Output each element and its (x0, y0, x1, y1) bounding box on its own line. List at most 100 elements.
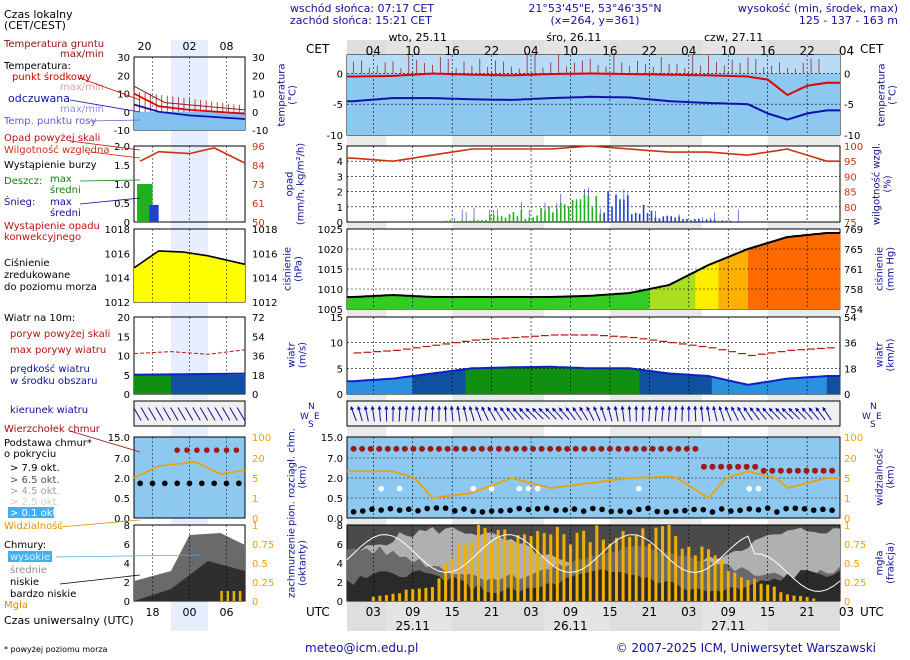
wind-arrow-group (640, 405, 645, 422)
wind-arrow-group (743, 406, 753, 421)
small-cloud-base (236, 480, 242, 487)
wind-arrow-group (756, 407, 767, 420)
pressure-fill (774, 241, 778, 309)
fog-bar (634, 535, 638, 601)
precip-bar (500, 216, 503, 222)
small-bottom-tick: 00 (183, 606, 197, 619)
small-top-tick: 08 (220, 40, 234, 53)
precip-bar (627, 195, 629, 222)
wind-arrowhead (788, 407, 793, 413)
cloud-base-dot-light (396, 485, 403, 492)
wind-arrow-group (680, 405, 685, 422)
cloud-top-dot (752, 463, 759, 470)
wind-fill (718, 378, 723, 394)
wind-fill (435, 373, 440, 394)
wind-fill (787, 378, 792, 394)
wind-arrow-group (667, 405, 672, 422)
wind-fill (596, 368, 601, 394)
wind-fill (425, 374, 430, 394)
small-fog-bar (226, 591, 229, 601)
wind-fill (376, 379, 381, 394)
cloud-base-dot (571, 506, 578, 512)
small-wind-arrow-group (236, 407, 246, 421)
wind-fill (728, 380, 732, 394)
small-wind-tick-left: 0 (124, 390, 130, 401)
fog-bar (457, 542, 461, 601)
cloud-base-dot (498, 508, 504, 514)
precip-bar (717, 221, 720, 222)
cloud-top-dot (453, 445, 460, 452)
wind-fill (439, 372, 443, 394)
pressure-tick-right: 769 (844, 225, 863, 236)
pressure-fill (570, 296, 575, 309)
wind-fill (609, 368, 614, 394)
small-precip-tick-left: 0 (124, 218, 130, 229)
wind-fill (416, 375, 420, 394)
cloud-base-dot (746, 506, 753, 512)
cloud-top-dot (718, 463, 725, 470)
legend-feels-like: odczuwana (8, 92, 70, 105)
wind-arrowhead (519, 407, 524, 412)
wind-speed-line (347, 365, 840, 386)
small-top-tick: 20 (138, 40, 152, 53)
wind-arrow-group (712, 405, 718, 422)
fog-bar (378, 595, 382, 601)
small-wind-arrow (133, 407, 142, 421)
wind-arrow-group (500, 407, 510, 421)
wind-fill (747, 384, 752, 394)
wind-fill (580, 367, 585, 394)
pressure-fill (353, 297, 358, 309)
cloud-base-dot (553, 507, 559, 513)
cloud-tick-left: 2.0 (327, 474, 343, 485)
pressure-fill (488, 297, 493, 309)
wind-tick-right: 36 (844, 339, 857, 350)
cloud-base-dot (654, 508, 661, 515)
precip-axis-title-left: opad(mm/h, kg/m²/h) (285, 143, 307, 225)
wind-fill (836, 376, 841, 394)
pressure-fill (386, 295, 391, 309)
sunrise-text: wschód słońca: 07:17 CET (290, 2, 434, 15)
wind-fill (701, 375, 706, 394)
small-wind-tick-right: 72 (252, 313, 265, 324)
wind-fill (784, 379, 788, 394)
pressure-fill (810, 234, 815, 309)
legend-ground-temp: Temperatura gruntu (3, 39, 104, 50)
legend-snow-mean: średni (50, 207, 81, 219)
temp-line (347, 72, 840, 97)
pressure-fill (807, 235, 811, 309)
wind-arrowhead (475, 406, 479, 411)
pressure-fill (751, 248, 755, 309)
cloud-base-dot (507, 507, 513, 514)
small-cloud-top (174, 447, 180, 453)
wind-arrowhead (565, 407, 570, 412)
precip-bar (567, 207, 570, 222)
wind-arrow-group (620, 405, 625, 422)
small-cover-tick-left: 2 (124, 578, 130, 589)
small-precip-tick-right: 50 (252, 218, 265, 229)
cloud-base-dot-light (525, 485, 532, 492)
cloud-tick-right: 1 (844, 494, 850, 505)
wind-arrow-group (600, 405, 607, 422)
wind-arrow-group (357, 405, 363, 422)
cloud-top-dot (735, 463, 742, 470)
precip-bar (705, 219, 708, 222)
precip-tick-right: 100 (844, 142, 863, 153)
wind-arrowhead (572, 406, 577, 412)
pressure-fill (544, 297, 548, 309)
small-wind-arrow (199, 407, 209, 421)
cloud-top-dot (769, 467, 776, 474)
precip-bar (528, 217, 531, 222)
pressure-fill (738, 253, 742, 309)
wind-arrowhead (613, 405, 618, 410)
pressure-fill (711, 263, 716, 309)
legend-feels-maxmin: max/min (60, 104, 104, 115)
wind-fill (721, 378, 726, 394)
cover-tick-right: 1 (844, 521, 850, 532)
wind-fill (613, 368, 617, 394)
cloud-base-dot-light (470, 485, 477, 492)
precip-bar (595, 195, 598, 222)
wind-arrow-group (551, 407, 564, 420)
small-temp-tick-right: 0 (252, 108, 258, 119)
pressure-fill (698, 270, 703, 309)
cloud-base-dot (516, 505, 523, 512)
